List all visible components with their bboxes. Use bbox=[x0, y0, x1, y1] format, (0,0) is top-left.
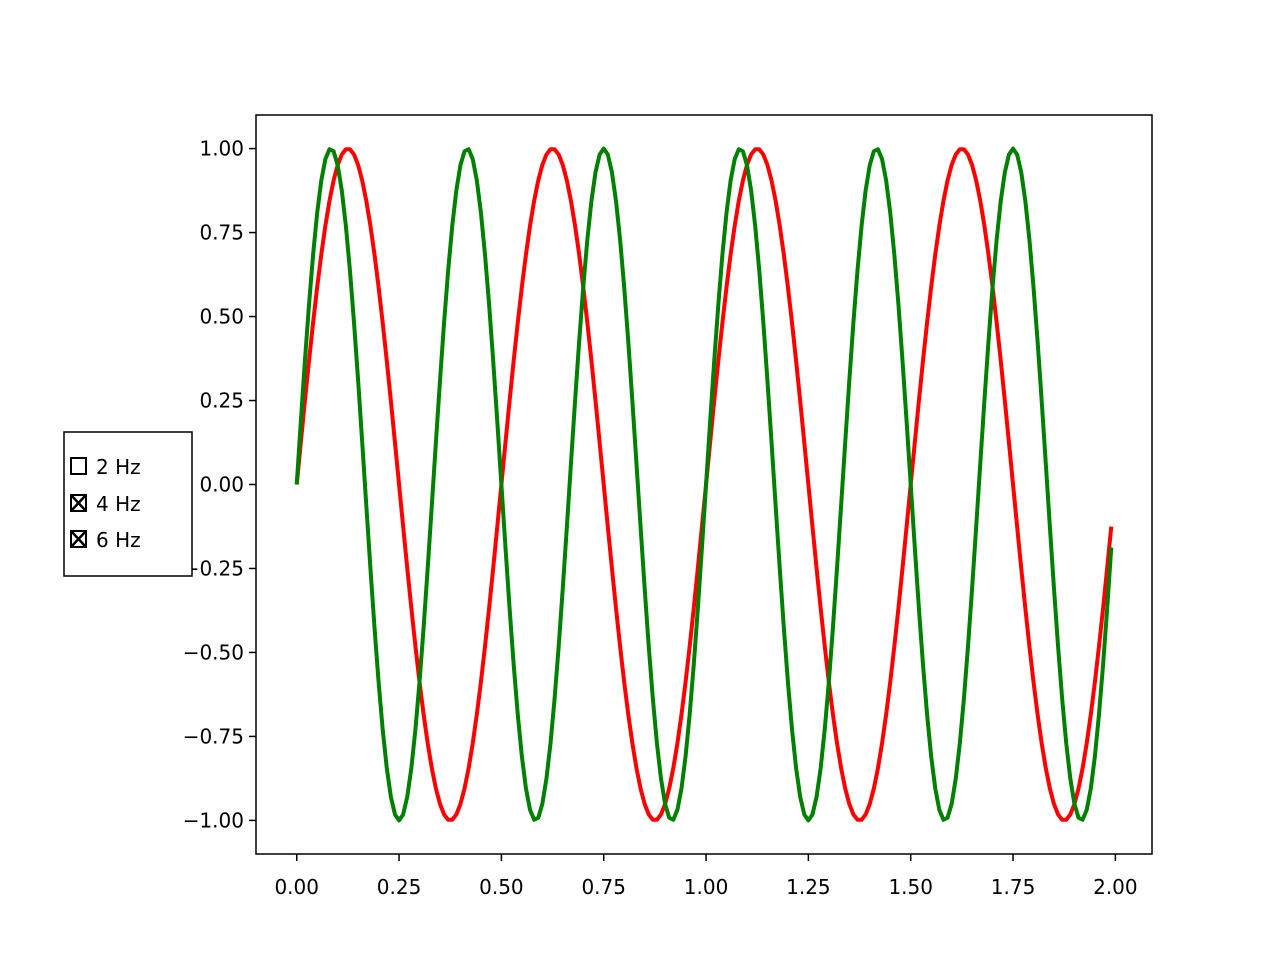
x-axis: 0.00 0.25 0.50 0.75 1.00 1.25 1.50 1.75 2.00 bbox=[274, 854, 1138, 899]
y-tick-label: 1.00 bbox=[199, 137, 244, 161]
y-tick-label: 0.75 bbox=[199, 221, 244, 245]
x-tick-label: 1.25 bbox=[786, 875, 831, 899]
x-tick-label: 1.00 bbox=[684, 875, 729, 899]
check-buttons-panel: 2 Hz 4 Hz 6 Hz bbox=[63, 431, 193, 577]
check-mark-icon bbox=[70, 494, 87, 512]
y-tick-label: −0.75 bbox=[183, 724, 244, 748]
y-tick-label: 0.00 bbox=[199, 473, 244, 497]
checkbox-4-hz[interactable]: 4 Hz bbox=[70, 492, 141, 516]
y-tick-label: −0.50 bbox=[183, 640, 244, 664]
plot-lines bbox=[294, 146, 1114, 823]
y-axis: −1.00 −0.75 −0.50 −0.25 0.00 0.25 0.50 0.75 1.00 bbox=[183, 137, 256, 832]
checkbox-2-hz[interactable]: 2 Hz bbox=[70, 455, 141, 479]
checkbox-label: 2 Hz bbox=[96, 455, 141, 479]
x-tick-label: 0.75 bbox=[581, 875, 626, 899]
x-tick-label: 0.00 bbox=[274, 875, 319, 899]
y-tick-label: −1.00 bbox=[183, 808, 244, 832]
x-tick-label: 2.00 bbox=[1093, 875, 1138, 899]
x-tick-label: 0.25 bbox=[377, 875, 422, 899]
y-tick-label: 0.25 bbox=[199, 389, 244, 413]
checkbox-label: 4 Hz bbox=[96, 492, 141, 516]
y-tick-label: 0.50 bbox=[199, 305, 244, 329]
series-line-6-hz bbox=[294, 146, 1114, 823]
x-tick-label: 1.50 bbox=[888, 875, 933, 899]
checkbox-6-hz[interactable]: 6 Hz bbox=[70, 528, 141, 552]
x-tick-label: 0.50 bbox=[479, 875, 524, 899]
check-mark-icon bbox=[70, 530, 87, 548]
checkbox-label: 6 Hz bbox=[96, 528, 141, 552]
x-tick-label: 1.75 bbox=[991, 875, 1036, 899]
checkbox-box[interactable] bbox=[70, 457, 87, 475]
y-tick-label: −0.25 bbox=[183, 556, 244, 580]
